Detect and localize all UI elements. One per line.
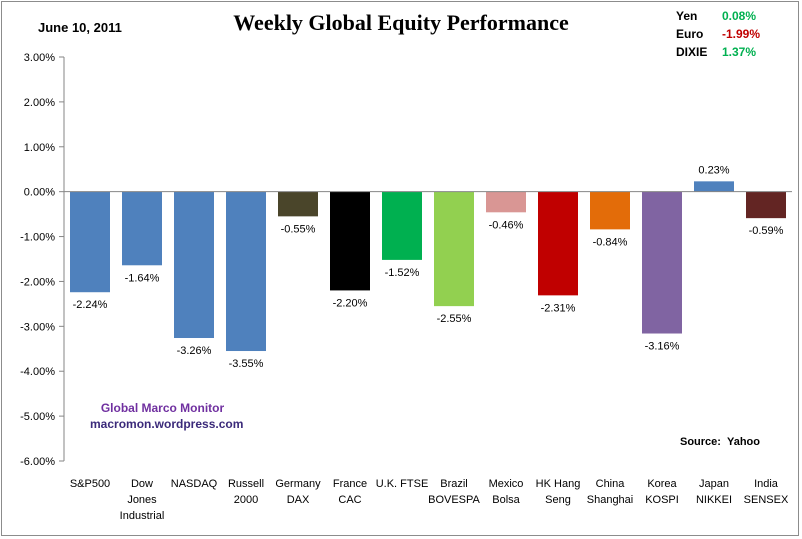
fx-value: 0.08% — [722, 9, 757, 23]
bar — [434, 191, 474, 307]
y-tick-label: 2.00% — [24, 97, 55, 109]
data-label: -2.24% — [73, 299, 108, 311]
watermark-url: macromon.wordpress.com — [90, 417, 244, 431]
category-label: Russell — [228, 478, 264, 490]
category-label: BOVESPA — [428, 494, 480, 506]
bar — [746, 191, 786, 219]
data-label: 0.23% — [698, 164, 729, 176]
y-tick-label: -1.00% — [20, 232, 55, 244]
category-label: SENSEX — [744, 494, 789, 506]
data-label: -3.55% — [229, 358, 264, 370]
y-tick-label: -3.00% — [20, 321, 55, 333]
category-label: India — [754, 478, 779, 490]
bar — [122, 191, 162, 266]
y-tick-label: -6.00% — [20, 456, 55, 468]
category-label: Dow — [131, 478, 153, 490]
data-label: -1.52% — [385, 267, 420, 279]
bar — [70, 191, 110, 293]
source-note: Source: Yahoo — [680, 436, 760, 448]
data-label: -2.55% — [437, 313, 472, 325]
date-label: June 10, 2011 — [38, 20, 122, 35]
category-label: NASDAQ — [171, 478, 218, 490]
fx-value: 1.37% — [722, 45, 757, 59]
category-label: China — [596, 478, 626, 490]
bar — [694, 181, 734, 192]
category-label: S&P500 — [70, 478, 110, 490]
y-tick-label: 3.00% — [24, 52, 55, 64]
category-label: KOSPI — [645, 494, 679, 506]
source-label: Source: — [680, 436, 721, 448]
fx-row-yen: Yen 0.08% — [676, 7, 782, 25]
data-label: -1.64% — [125, 272, 160, 284]
category-label: Seng — [545, 494, 571, 506]
fx-row-euro: Euro -1.99% — [676, 25, 782, 43]
category-label: Brazil — [440, 478, 468, 490]
category-label: Shanghai — [587, 494, 634, 506]
y-tick-label: 0.00% — [24, 187, 55, 199]
y-tick-label: 1.00% — [24, 142, 55, 154]
bar — [330, 191, 370, 291]
fx-name: DIXIE — [676, 45, 708, 59]
fx-name: Euro — [676, 27, 704, 41]
data-label: -2.31% — [541, 302, 576, 314]
data-label: -0.46% — [489, 219, 524, 231]
bar — [278, 191, 318, 217]
bar — [382, 191, 422, 260]
bar — [174, 191, 214, 339]
fx-legend: Yen 0.08% Euro -1.99% DIXIE 1.37% — [676, 7, 782, 61]
bar — [226, 191, 266, 352]
data-label: -0.55% — [281, 223, 316, 235]
watermark: Global Marco Monitor macromon.wordpress.… — [90, 400, 244, 432]
data-label: -3.16% — [645, 341, 680, 353]
y-tick-label: -4.00% — [20, 366, 55, 378]
category-label: France — [333, 478, 367, 490]
category-label: Japan — [699, 478, 729, 490]
chart-title: Weekly Global Equity Performance — [233, 10, 569, 35]
watermark-name: Global Marco Monitor — [100, 401, 225, 415]
bar — [538, 191, 578, 296]
category-label: Korea — [647, 478, 677, 490]
category-label: 2000 — [234, 494, 258, 506]
data-label: -0.59% — [749, 225, 784, 237]
category-label: DAX — [287, 494, 310, 506]
category-label: NIKKEI — [696, 494, 732, 506]
fx-name: Yen — [676, 9, 698, 23]
category-label: U.K. FTSE — [376, 478, 429, 490]
bar — [590, 191, 630, 230]
category-label: Bolsa — [492, 494, 520, 506]
data-label: -0.84% — [593, 236, 628, 248]
category-label: Germany — [275, 478, 321, 490]
fx-row-dixie: DIXIE 1.37% — [676, 43, 782, 61]
source-name: Yahoo — [726, 436, 760, 448]
category-label: CAC — [338, 494, 361, 506]
fx-value: -1.99% — [722, 27, 761, 41]
category-label: Mexico — [489, 478, 524, 490]
category-label: Industrial — [120, 510, 165, 522]
y-tick-label: -5.00% — [20, 411, 55, 423]
data-label: -3.26% — [177, 345, 212, 357]
bar — [642, 191, 682, 334]
bar — [486, 191, 526, 213]
data-label: -2.20% — [333, 297, 368, 309]
y-tick-label: -2.00% — [20, 276, 55, 288]
category-label: Jones — [127, 494, 157, 506]
category-label: HK Hang — [536, 478, 581, 490]
